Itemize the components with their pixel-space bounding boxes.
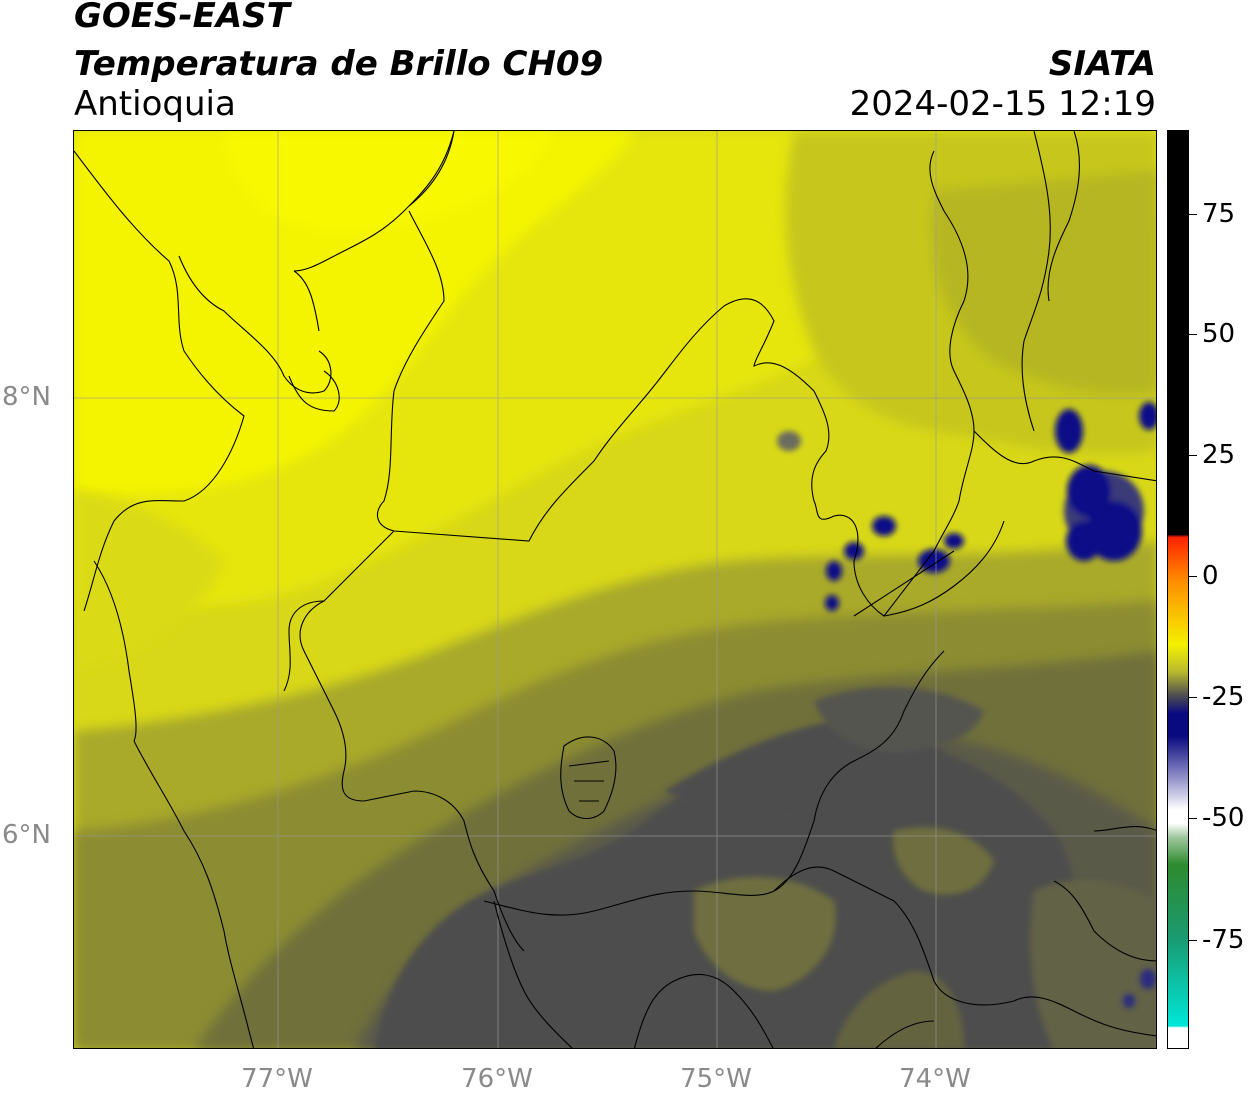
satellite-title: GOES-EAST	[74, 0, 290, 36]
colorbar-label-0: 0	[1202, 561, 1219, 591]
longitude-tick-74w: 74°W	[899, 1064, 971, 1094]
colorbar-label-minus50: -50	[1202, 803, 1245, 833]
colorbar-label-25: 25	[1202, 440, 1236, 470]
colorbar-label-minus25: -25	[1202, 682, 1245, 712]
organization-label: SIATA	[1048, 44, 1156, 84]
colorbar-tick	[1189, 576, 1197, 577]
longitude-tick-77w: 77°W	[241, 1064, 313, 1094]
colorbar-label-75: 75	[1202, 199, 1236, 229]
colorbar-tick	[1189, 940, 1197, 941]
map-panel[interactable]	[73, 130, 1157, 1049]
colorbar-label-50: 50	[1202, 319, 1236, 349]
colorbar-label-minus75: -75	[1202, 925, 1245, 955]
colorbar-tick	[1189, 214, 1197, 215]
graticule	[74, 131, 1156, 1048]
cold-cloud-tops	[777, 402, 1156, 1008]
colorbar-tick	[1189, 818, 1197, 819]
product-title: Temperatura de Brillo CH09	[74, 44, 604, 84]
brightness-temperature-map	[74, 131, 1156, 1048]
datetime-label: 2024-02-15 12:19	[849, 84, 1156, 124]
region-brightest-yellow	[74, 131, 634, 494]
latitude-tick-6n: 6°N	[2, 820, 51, 850]
temperature-colorbar	[1167, 130, 1189, 1049]
administrative-boundaries	[74, 131, 1156, 1048]
colorbar-tick	[1189, 334, 1197, 335]
colorbar-tick	[1189, 697, 1197, 698]
region-subtitle: Antioquia	[74, 84, 236, 124]
longitude-tick-75w: 75°W	[680, 1064, 752, 1094]
longitude-tick-76w: 76°W	[461, 1064, 533, 1094]
colorbar-tick	[1189, 455, 1197, 456]
latitude-tick-8n: 8°N	[2, 382, 51, 412]
